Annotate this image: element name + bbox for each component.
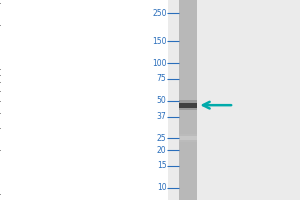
Bar <box>178 140 196 142</box>
Bar <box>178 136 196 140</box>
Text: 10: 10 <box>157 183 166 192</box>
Text: 150: 150 <box>152 37 166 46</box>
Bar <box>178 100 196 103</box>
Bar <box>178 108 196 110</box>
Bar <box>178 80 196 82</box>
Bar <box>178 134 196 136</box>
Bar <box>178 103 196 108</box>
Text: 20: 20 <box>157 146 166 155</box>
Text: 250: 250 <box>152 9 166 18</box>
Bar <box>178 82 196 86</box>
Bar <box>178 0 196 200</box>
Bar <box>168 0 300 200</box>
Text: 50: 50 <box>157 96 166 105</box>
Text: 15: 15 <box>157 161 166 170</box>
Text: 100: 100 <box>152 59 166 68</box>
Text: 37: 37 <box>157 112 166 121</box>
Text: 25: 25 <box>157 134 166 143</box>
Bar <box>178 86 196 88</box>
Text: 75: 75 <box>157 74 166 83</box>
